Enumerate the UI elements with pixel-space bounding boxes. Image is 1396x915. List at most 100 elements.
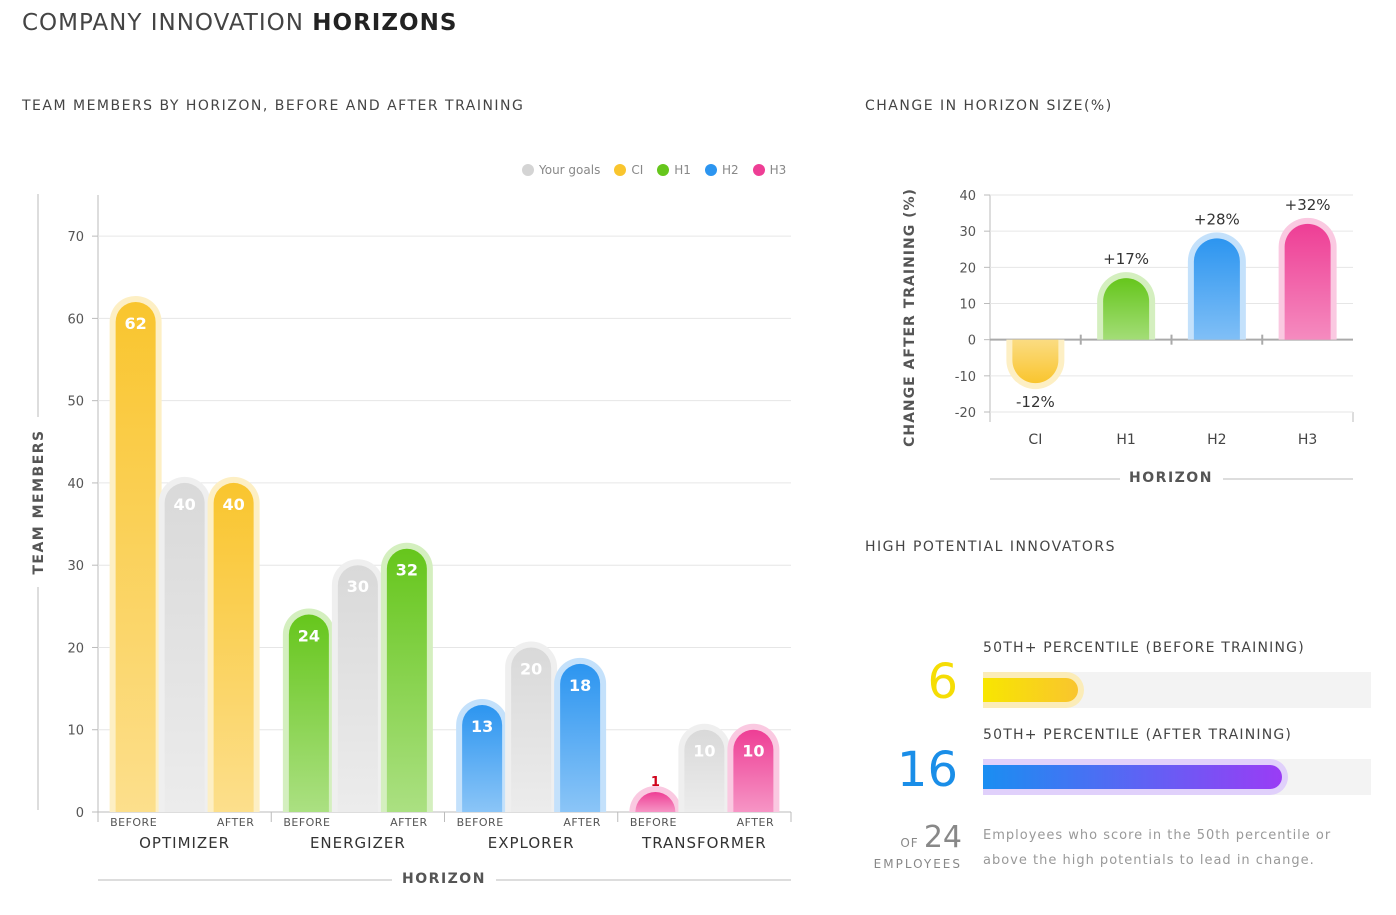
legend-dot-h2 — [704, 164, 717, 176]
bar-energizer-goal[interactable] — [337, 565, 378, 812]
team-members-chart: 0 10 20 30 40 50 60 70 TEAM MEMBERS HORIZON 62 40 40… — [31, 194, 792, 887]
team-chart-title: TEAM MEMBERS BY HORIZON, BEFORE AND AFTE… — [22, 98, 525, 114]
chart-legend: Your goals CI H1 H2 H3 — [522, 163, 786, 177]
sublabel-after: AFTER — [390, 816, 427, 829]
y-tick-label: 10 — [67, 724, 84, 739]
y-tick-label: -20 — [955, 406, 976, 421]
legend-item-h1[interactable]: H1 — [657, 163, 691, 177]
change-category-label-h1: H1 — [1116, 432, 1135, 448]
category-label-optimizer: OPTIMIZER — [139, 834, 230, 852]
bar-value-label: 32 — [396, 561, 418, 580]
legend-label-ci: CI — [631, 163, 644, 177]
after-training-count: 16 — [896, 742, 958, 798]
legend-item-h2[interactable]: H2 — [704, 163, 739, 177]
x-axis-title: HORIZON — [402, 871, 486, 887]
sublabel-after: AFTER — [217, 816, 254, 829]
high-potential-description: Employees who score in the 50th percenti… — [983, 828, 1332, 868]
bar-value-label: 10 — [742, 742, 764, 761]
y-tick-label: 10 — [959, 298, 976, 313]
legend-dot-goals — [522, 164, 534, 176]
change-chart: -20 -10 0 10 20 30 40 CHANGE AFTER TRAINING (%)… — [902, 188, 1354, 486]
x-axis-title: HORIZON — [1129, 470, 1213, 486]
of-word: OF — [900, 836, 919, 850]
change-bar-h1[interactable] — [1103, 278, 1150, 340]
bar-value-label: 40 — [173, 495, 195, 514]
after-training-label: 50TH+ PERCENTILE (AFTER TRAINING) — [983, 727, 1293, 743]
page-title: COMPANY INNOVATION HORIZONS — [22, 10, 458, 36]
employees-word: EMPLOYEES — [873, 857, 962, 871]
bar-optimizer-after[interactable] — [213, 482, 254, 812]
y-axis-title: CHANGE AFTER TRAINING (%) — [902, 188, 918, 447]
legend-dot-ci — [614, 164, 627, 176]
change-bar-ci[interactable] — [1012, 339, 1059, 384]
employee-total: OF 24 EMPLOYEES — [872, 820, 962, 871]
y-tick-label: 50 — [67, 395, 84, 410]
category-label-energizer: ENERGIZER — [310, 834, 406, 852]
y-tick-label: 60 — [67, 312, 84, 327]
bar-optimizer-goal[interactable] — [164, 482, 205, 812]
change-value-label-h3: +32% — [1285, 196, 1331, 214]
legend-label-h3: H3 — [769, 163, 787, 177]
bar-transformer-goal[interactable] — [684, 729, 725, 812]
bar-energizer-after[interactable] — [386, 548, 427, 812]
legend-item-ci[interactable]: CI — [614, 163, 643, 177]
bar-explorer-goal[interactable] — [511, 647, 552, 812]
y-tick-label: 40 — [959, 189, 976, 204]
category-label-transformer: TRANSFORMER — [641, 834, 767, 852]
bar-value-label: 24 — [298, 627, 320, 646]
legend-dot-h3 — [752, 164, 765, 176]
sublabel-before: BEFORE — [630, 816, 677, 829]
y-tick-label: 70 — [67, 230, 84, 245]
sublabel-before: BEFORE — [110, 816, 157, 829]
change-bar-h3[interactable] — [1284, 223, 1331, 340]
change-category-label-ci: CI — [1028, 432, 1042, 448]
change-bar-h2[interactable] — [1193, 238, 1240, 340]
bar-explorer-before[interactable] — [462, 705, 503, 812]
employee-total-count: 24 — [923, 820, 962, 855]
bar-optimizer-before[interactable] — [115, 301, 156, 812]
sublabel-before: BEFORE — [457, 816, 504, 829]
sublabel-after: AFTER — [563, 816, 600, 829]
bar-value-label: 13 — [471, 717, 493, 736]
before-training-bar — [983, 672, 1084, 708]
change-value-label-ci: -12% — [1016, 393, 1055, 411]
before-training-label: 50TH+ PERCENTILE (BEFORE TRAINING) — [983, 640, 1305, 656]
y-tick-label: 30 — [959, 225, 976, 240]
y-tick-label: 30 — [67, 559, 84, 574]
bar-explorer-after[interactable] — [560, 663, 601, 812]
legend-item-goals[interactable]: Your goals — [522, 163, 600, 177]
y-tick-label: 40 — [67, 477, 84, 492]
change-chart-title: CHANGE IN HORIZON SIZE(%) — [865, 98, 1113, 114]
legend-label-h1: H1 — [674, 163, 691, 177]
y-axis-title: TEAM MEMBERS — [31, 429, 47, 574]
y-tick-label: 0 — [968, 334, 976, 349]
bar-value-label: 62 — [124, 314, 146, 333]
y-tick-label: 20 — [959, 261, 976, 276]
category-label-explorer: EXPLORER — [488, 834, 575, 852]
bar-energizer-before[interactable] — [288, 614, 329, 812]
legend-label-goals: Your goals — [539, 163, 601, 177]
bar-value-label: 18 — [569, 676, 591, 695]
high-potential-title: HIGH POTENTIAL INNOVATORS — [865, 539, 1117, 555]
legend-label-h2: H2 — [721, 163, 739, 177]
bar-transformer-after[interactable] — [733, 729, 774, 812]
change-value-label-h2: +28% — [1194, 210, 1240, 228]
legend-item-h3[interactable]: H3 — [752, 163, 787, 177]
change-value-label-h1: +17% — [1103, 250, 1149, 268]
sublabel-after: AFTER — [737, 816, 774, 829]
bar-value-label: 1 — [651, 775, 660, 790]
bar-transformer-before[interactable] — [635, 792, 676, 812]
change-category-label-h3: H3 — [1298, 432, 1317, 448]
legend-dot-h1 — [657, 164, 670, 176]
before-training-bar-inner — [983, 678, 1078, 702]
y-tick-label: -10 — [955, 370, 976, 385]
change-category-label-h2: H2 — [1207, 432, 1226, 448]
bar-value-label: 20 — [520, 659, 542, 678]
after-training-bar — [983, 759, 1288, 795]
y-tick-label: 20 — [67, 641, 84, 656]
bar-value-label: 40 — [222, 495, 244, 514]
y-tick-label: 0 — [76, 806, 84, 821]
bar-value-label: 10 — [693, 742, 715, 761]
before-training-count: 6 — [927, 654, 958, 710]
bar-value-label: 30 — [347, 577, 369, 596]
